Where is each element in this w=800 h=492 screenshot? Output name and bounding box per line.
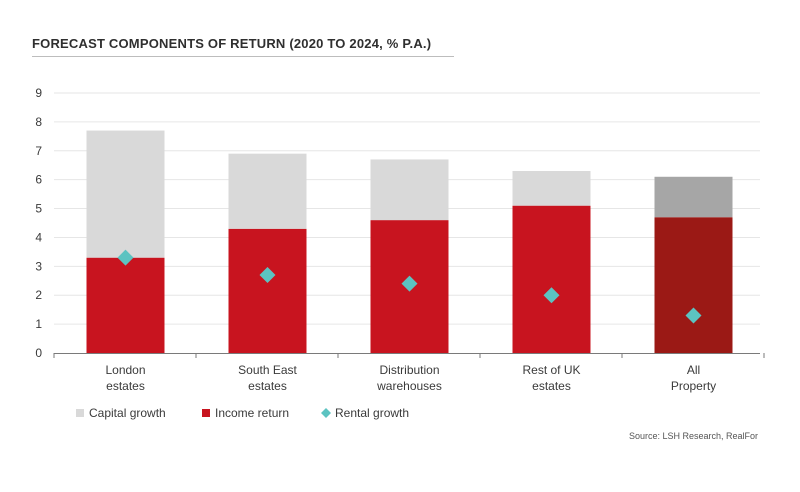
- x-category-label: estates: [248, 379, 287, 393]
- x-category-label: London: [105, 363, 145, 377]
- x-category-label: Rest of UK: [522, 363, 580, 377]
- y-tick-label: 2: [35, 288, 42, 302]
- title-divider: [32, 56, 454, 57]
- capital-growth-bar: [228, 153, 307, 229]
- income-return-bar: [512, 205, 591, 353]
- y-tick-label: 7: [35, 144, 42, 158]
- income-return-bar: [654, 217, 733, 353]
- y-tick-label: 5: [35, 202, 42, 216]
- legend-swatch: [76, 409, 84, 417]
- y-tick-label: 3: [35, 259, 42, 273]
- x-category-label: warehouses: [376, 379, 442, 393]
- chart-title: FORECAST COMPONENTS OF RETURN (2020 TO 2…: [32, 36, 432, 51]
- source-note: Source: LSH Research, RealFor: [628, 431, 758, 441]
- rental-growth-marker: [259, 267, 276, 283]
- legend-label: Income return: [215, 406, 289, 420]
- x-category-label: estates: [106, 379, 145, 393]
- y-tick-label: 6: [35, 173, 42, 187]
- capital-growth-bar: [86, 130, 165, 258]
- y-tick-label: 9: [35, 86, 42, 100]
- x-category-label: estates: [532, 379, 571, 393]
- legend-swatch: [202, 409, 210, 417]
- capital-growth-bar: [654, 176, 733, 218]
- capital-growth-bar: [512, 171, 591, 206]
- y-tick-label: 8: [35, 115, 42, 129]
- x-category-label: Property: [671, 379, 716, 393]
- rental-growth-marker: [401, 275, 418, 292]
- income-return-bar: [228, 228, 307, 353]
- rental-growth-marker: [117, 249, 134, 266]
- rental-growth-marker: [543, 287, 560, 304]
- y-tick-label: 4: [35, 230, 42, 244]
- legend-label: Capital growth: [89, 406, 166, 420]
- income-return-bar: [86, 257, 165, 353]
- rental-growth-marker: [685, 307, 702, 324]
- y-tick-label: 0: [35, 346, 42, 360]
- x-category-label: All: [687, 363, 700, 377]
- legend-swatch: [321, 408, 331, 418]
- x-category-label: Distribution: [379, 363, 439, 377]
- capital-growth-bar: [370, 159, 449, 221]
- x-category-label: South East: [238, 363, 297, 377]
- y-tick-label: 1: [35, 317, 42, 331]
- legend-label: Rental growth: [335, 406, 409, 420]
